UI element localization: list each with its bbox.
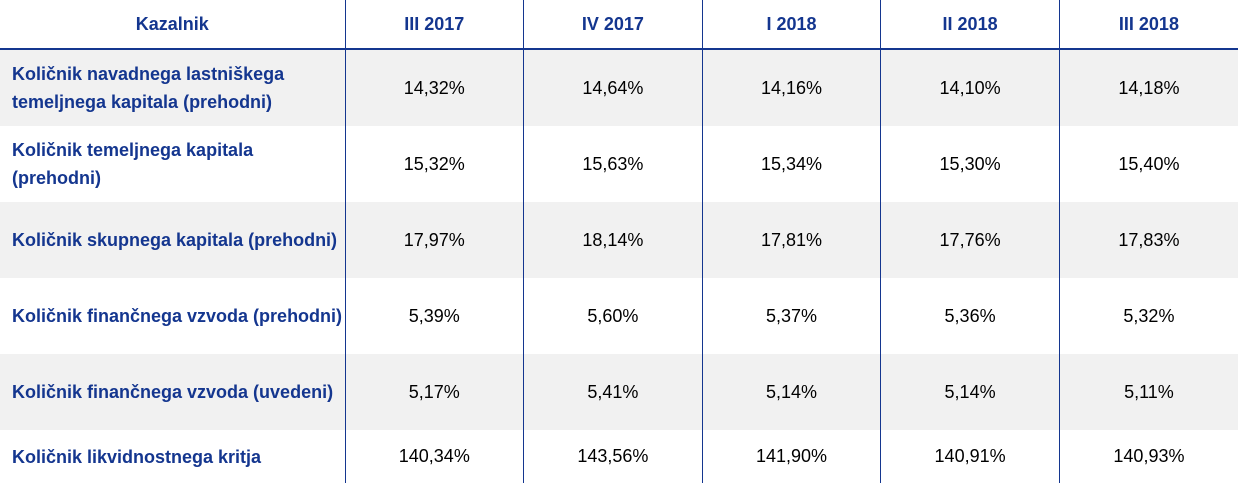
row-label: Količnik skupnega kapitala (prehodni): [0, 202, 345, 278]
row-label: Količnik navadnega lastniškega temeljneg…: [0, 49, 345, 126]
table-row: Količnik navadnega lastniškega temeljneg…: [0, 49, 1238, 126]
table-row: Količnik likvidnostnega kritja 140,34% 1…: [0, 430, 1238, 483]
table-row: Količnik finančnega vzvoda (uvedeni) 5,1…: [0, 354, 1238, 430]
table-cell: 17,76%: [880, 202, 1060, 278]
table-cell: 15,40%: [1058, 126, 1238, 202]
table-cell: 18,14%: [523, 202, 703, 278]
table-row: Količnik finančnega vzvoda (prehodni) 5,…: [0, 278, 1238, 354]
table-cell: 5,11%: [1058, 354, 1238, 430]
table-cell: 5,36%: [880, 278, 1060, 354]
table-cell: 17,97%: [344, 202, 524, 278]
table-cell: 141,90%: [701, 430, 881, 483]
row-label: Količnik finančnega vzvoda (uvedeni): [0, 354, 345, 430]
row-label: Količnik likvidnostnega kritja: [12, 446, 262, 467]
table-cell: 5,14%: [880, 354, 1060, 430]
table-cell: 15,32%: [344, 126, 524, 202]
table-cell: 15,34%: [701, 126, 881, 202]
table-row: Količnik temeljnega kapitala (prehodni) …: [0, 126, 1238, 202]
table-cell: 140,91%: [880, 430, 1060, 483]
header-period: IV 2017: [523, 0, 703, 50]
row-label: Količnik temeljnega kapitala (prehodni): [12, 140, 254, 188]
header-indicator: Kazalnik: [0, 0, 345, 50]
table-cell: 14,10%: [880, 49, 1060, 126]
table-cell: 5,39%: [344, 278, 524, 354]
table-cell: 5,14%: [701, 354, 881, 430]
table-cell: 14,18%: [1058, 49, 1238, 126]
table-cell: 14,32%: [344, 49, 524, 126]
table-cell: 5,41%: [523, 354, 703, 430]
header-period: III 2017: [344, 0, 524, 50]
table-cell: 14,16%: [701, 49, 881, 126]
table-row: Količnik skupnega kapitala (prehodni) 17…: [0, 202, 1238, 278]
table-cell: 140,93%: [1058, 430, 1238, 483]
header-period: II 2018: [880, 0, 1060, 50]
table-cell: 5,17%: [344, 354, 524, 430]
table-cell: 15,30%: [880, 126, 1060, 202]
table-cell: 5,60%: [523, 278, 703, 354]
table-cell: 17,81%: [701, 202, 881, 278]
header-period: III 2018: [1058, 0, 1238, 50]
header-period: I 2018: [701, 0, 881, 50]
table-cell: 17,83%: [1058, 202, 1238, 278]
table-cell: 5,37%: [701, 278, 881, 354]
table-cell: 143,56%: [523, 430, 703, 483]
table-cell: 15,63%: [523, 126, 703, 202]
row-label: Količnik finančnega vzvoda (prehodni): [12, 306, 343, 326]
table-cell: 14,64%: [523, 49, 703, 126]
table-cell: 5,32%: [1058, 278, 1238, 354]
table-header-row: Kazalnik III 2017 IV 2017 I 2018 II 2018…: [0, 0, 1238, 50]
table-cell: 140,34%: [344, 430, 524, 483]
